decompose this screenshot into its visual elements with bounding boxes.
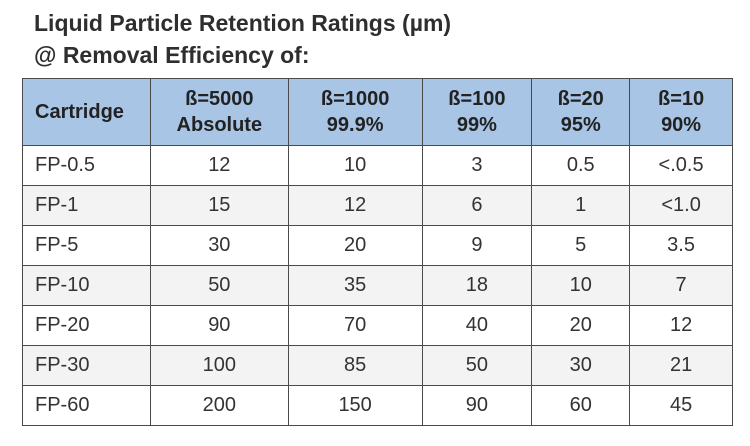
header-cell: ß=100 99% bbox=[421, 78, 533, 146]
header-cell: ß=5000 Absolute bbox=[149, 78, 289, 146]
header-text: ß=10 bbox=[658, 88, 705, 110]
table-cell: 35 bbox=[287, 265, 423, 306]
table-cell: 12 bbox=[149, 145, 289, 186]
table-cell: 30 bbox=[531, 345, 631, 386]
ratings-table: Cartridge ß=5000 Absolute ß=1000 99.9% ß=100 9… bbox=[22, 78, 733, 426]
table-cell: <1.0 bbox=[629, 185, 733, 226]
header-text: ß=1000 bbox=[320, 88, 390, 110]
table-cell: 20 bbox=[531, 305, 631, 346]
table-cell: FP-0.5 bbox=[22, 145, 151, 186]
table-cell: 18 bbox=[421, 265, 533, 306]
table-cell: 6 bbox=[421, 185, 533, 226]
header-text: Absolute bbox=[176, 114, 263, 136]
table-cell: 12 bbox=[287, 185, 423, 226]
table-cell: FP-1 bbox=[22, 185, 151, 226]
table-cell: FP-60 bbox=[22, 385, 151, 426]
header-text: 95% bbox=[560, 114, 601, 136]
table-cell: 150 bbox=[287, 385, 423, 426]
table-cell: 0.5 bbox=[531, 145, 631, 186]
header-text: 99% bbox=[456, 114, 497, 136]
subtitle: @ Removal Efficiency of: bbox=[34, 42, 310, 68]
table-cell: 45 bbox=[629, 385, 733, 426]
table-cell: 7 bbox=[629, 265, 733, 306]
table-cell: 21 bbox=[629, 345, 733, 386]
table-cell: 85 bbox=[287, 345, 423, 386]
table-cell: <.0.5 bbox=[629, 145, 733, 186]
table-cell: 5 bbox=[531, 225, 631, 266]
header-cell: Cartridge bbox=[22, 78, 151, 146]
table-cell: 40 bbox=[421, 305, 533, 346]
table-cell: 15 bbox=[149, 185, 289, 226]
table-cell: 1 bbox=[531, 185, 631, 226]
header-text: ß=5000 bbox=[185, 88, 254, 110]
table-row: FP-5 30 20 9 5 3.5 bbox=[22, 225, 733, 266]
header-text: ß=100 bbox=[448, 88, 506, 110]
table-row: FP-10 50 35 18 10 7 bbox=[22, 265, 733, 306]
header-cell: ß=1000 99.9% bbox=[287, 78, 423, 146]
table-cell: 90 bbox=[149, 305, 289, 346]
header-text: 99.9% bbox=[326, 114, 384, 136]
table-cell: 100 bbox=[149, 345, 289, 386]
table-body: FP-0.5 12 10 3 0.5 <.0.5 FP-1 15 12 6 1 <1.0 FP-5 30 2… bbox=[22, 145, 733, 426]
table-cell: 10 bbox=[287, 145, 423, 186]
table-cell: 3.5 bbox=[629, 225, 733, 266]
table-cell: 3 bbox=[421, 145, 533, 186]
table-cell: 50 bbox=[421, 345, 533, 386]
title: Liquid Particle Retention Ratings (µm) bbox=[34, 10, 452, 36]
header-row: Cartridge ß=5000 Absolute ß=1000 99.9% ß=100 9… bbox=[22, 78, 733, 146]
table-cell: FP-5 bbox=[22, 225, 151, 266]
table-cell: 12 bbox=[629, 305, 733, 346]
table-cell: 50 bbox=[149, 265, 289, 306]
table-cell: 200 bbox=[149, 385, 289, 426]
table-cell: 70 bbox=[287, 305, 423, 346]
table-cell: 10 bbox=[531, 265, 631, 306]
table-row: FP-60 200 150 90 60 45 bbox=[22, 385, 733, 426]
header-text: Cartridge bbox=[35, 101, 124, 123]
header-cell: ß=20 95% bbox=[531, 78, 631, 146]
table-row: FP-30 100 85 50 30 21 bbox=[22, 345, 733, 386]
table-row: FP-1 15 12 6 1 <1.0 bbox=[22, 185, 733, 226]
header-text: 90% bbox=[661, 114, 702, 136]
table-cell: FP-20 bbox=[22, 305, 151, 346]
table-cell: FP-10 bbox=[22, 265, 151, 306]
table-row: FP-0.5 12 10 3 0.5 <.0.5 bbox=[22, 145, 733, 186]
table-row: FP-20 90 70 40 20 12 bbox=[22, 305, 733, 346]
table-cell: 30 bbox=[149, 225, 289, 266]
table-cell: FP-30 bbox=[22, 345, 151, 386]
table-cell: 90 bbox=[421, 385, 533, 426]
table-cell: 9 bbox=[421, 225, 533, 266]
table-cell: 60 bbox=[531, 385, 631, 426]
table-cell: 20 bbox=[287, 225, 423, 266]
header-cell: ß=10 90% bbox=[629, 78, 733, 146]
header-text: ß=20 bbox=[557, 88, 604, 110]
